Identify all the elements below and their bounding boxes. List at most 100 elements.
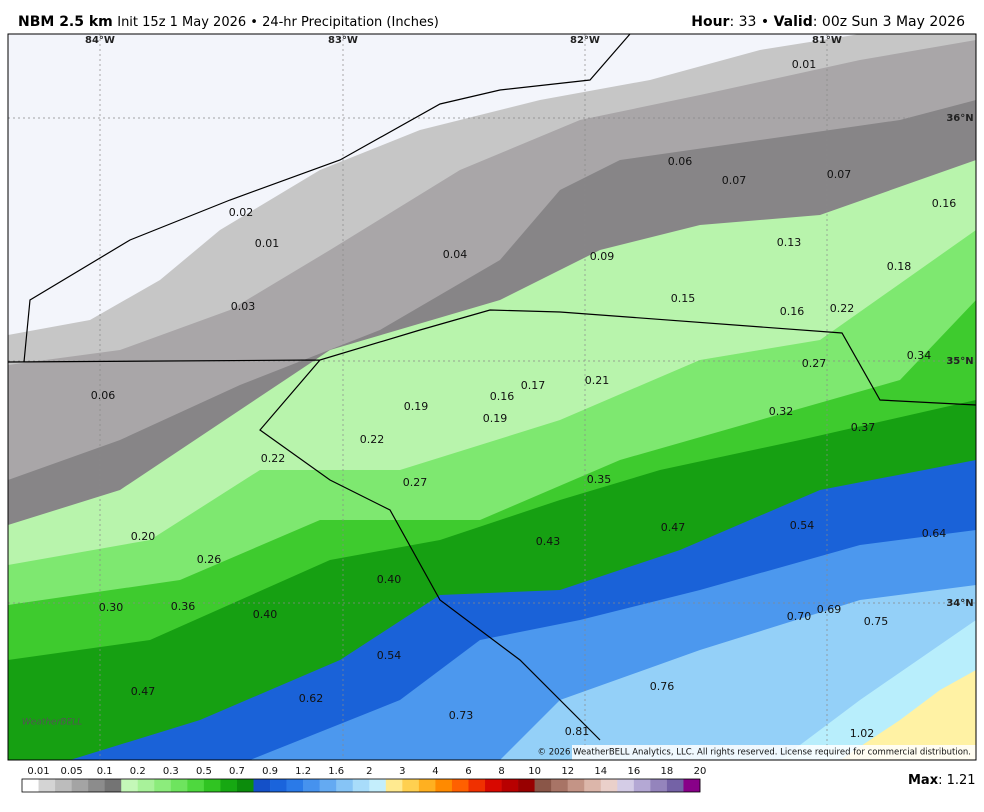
legend-label: 3 bbox=[399, 766, 405, 777]
value-label: 0.70 bbox=[787, 610, 812, 623]
legend-swatch bbox=[303, 779, 320, 792]
legend-label: 8 bbox=[498, 766, 504, 777]
legend-swatch bbox=[154, 779, 172, 792]
value-label: 0.35 bbox=[587, 473, 612, 486]
legend-label: 0.05 bbox=[60, 766, 82, 777]
legend-label: 14 bbox=[594, 766, 607, 777]
value-label: 0.40 bbox=[253, 608, 278, 621]
max: Max: 1.21 bbox=[908, 773, 976, 788]
legend-swatch bbox=[534, 779, 552, 792]
legend-swatch bbox=[170, 779, 188, 792]
legend-label: 1.2 bbox=[295, 766, 311, 777]
copyright-bg bbox=[572, 745, 976, 760]
legend-swatch bbox=[501, 779, 519, 792]
map: 84°W 83°W 82°W 81°W 36°N 35°N 34°N 0.01 0.06 0.07… bbox=[8, 34, 976, 760]
value-label: 0.07 bbox=[827, 168, 852, 181]
value-label: 0.40 bbox=[377, 573, 402, 586]
value-label: 0.09 bbox=[590, 250, 615, 263]
value-label: 0.27 bbox=[403, 476, 428, 489]
legend-swatch bbox=[617, 779, 635, 792]
value-label: 0.02 bbox=[229, 206, 254, 219]
value-label: 0.06 bbox=[91, 389, 116, 402]
legend-label: 1.6 bbox=[328, 766, 344, 777]
value-label: 0.06 bbox=[668, 155, 693, 168]
value-label: 0.75 bbox=[864, 615, 889, 628]
legend-label: 10 bbox=[528, 766, 541, 777]
value-label: 0.03 bbox=[231, 300, 256, 313]
longitude-label: 82°W bbox=[570, 35, 600, 46]
legend-swatch bbox=[319, 779, 337, 792]
legend-label: 0.01 bbox=[27, 766, 49, 777]
legend-swatch bbox=[336, 779, 354, 792]
value-label: 0.16 bbox=[490, 390, 515, 403]
max-value: : 1.21 bbox=[938, 773, 975, 788]
legend: 0.01 0.05 0.1 0.2 0.3 0.5 0.7 0.9 1.2 1.6 2 3 4 6 8 10 1… bbox=[21, 766, 706, 793]
legend-swatch bbox=[88, 779, 105, 792]
legend-frame bbox=[21, 778, 701, 793]
copyright: © 2026 WeatherBELL Analytics, LLC. All r… bbox=[538, 748, 971, 758]
max-label: Max bbox=[908, 773, 939, 788]
legend-swatch bbox=[402, 779, 420, 792]
legend-swatch bbox=[236, 779, 254, 792]
value-label: 0.36 bbox=[171, 600, 196, 613]
value-label: 0.04 bbox=[443, 248, 468, 261]
legend-swatch bbox=[468, 779, 486, 792]
header-left: NBM 2.5 km Init 15z 1 May 2026 • 24-hr P… bbox=[18, 14, 439, 30]
value-label: 0.22 bbox=[830, 302, 855, 315]
longitude-label: 84°W bbox=[85, 35, 115, 46]
value-label: 0.54 bbox=[790, 519, 815, 532]
legend-label: 0.7 bbox=[229, 766, 245, 777]
longitude-label: 81°W bbox=[812, 35, 842, 46]
value-label: 0.21 bbox=[585, 374, 610, 387]
valid: : 00z Sun 3 May 2026 bbox=[813, 14, 965, 30]
legend-swatch bbox=[418, 779, 436, 792]
value-label: 0.76 bbox=[650, 680, 675, 693]
latitude-label: 34°N bbox=[946, 598, 973, 609]
legend-label: 12 bbox=[561, 766, 574, 777]
legend-swatch bbox=[551, 779, 569, 792]
map-frame bbox=[7, 33, 977, 761]
legend-swatch bbox=[518, 779, 535, 792]
logo: WeatherBELL bbox=[22, 718, 82, 728]
legend-swatch bbox=[650, 779, 668, 792]
value-label: 0.07 bbox=[722, 174, 747, 187]
value-label: 0.34 bbox=[907, 349, 932, 362]
legend-swatch bbox=[385, 779, 403, 792]
legend-swatch bbox=[451, 779, 469, 792]
legend-swatch bbox=[352, 779, 370, 792]
value-label: 0.47 bbox=[661, 521, 686, 534]
legend-label: 16 bbox=[627, 766, 640, 777]
info: Init 15z 1 May 2026 • 24-hr Precipitatio… bbox=[117, 15, 439, 30]
legend-swatch bbox=[435, 779, 453, 792]
value-label: 0.17 bbox=[521, 379, 546, 392]
legend-swatch bbox=[633, 779, 651, 792]
legend-swatch bbox=[567, 779, 585, 792]
legend-swatch bbox=[666, 779, 684, 792]
value-label: 0.16 bbox=[932, 197, 957, 210]
value-label: 0.54 bbox=[377, 649, 402, 662]
value-label: 0.15 bbox=[671, 292, 696, 305]
value-label: 0.69 bbox=[817, 603, 842, 616]
legend-swatch bbox=[683, 779, 701, 792]
value-label: 0.22 bbox=[261, 452, 286, 465]
value-label: 0.13 bbox=[777, 236, 802, 249]
legend-swatch bbox=[220, 779, 238, 792]
legend-swatch bbox=[286, 779, 304, 792]
latitude-label: 36°N bbox=[946, 113, 973, 124]
latitude-label: 35°N bbox=[946, 356, 973, 367]
value-label: 0.47 bbox=[131, 685, 156, 698]
longitude-label: 83°W bbox=[328, 35, 358, 46]
legend-swatch bbox=[584, 779, 602, 792]
value-label: 0.18 bbox=[887, 260, 912, 273]
legend-swatch bbox=[369, 779, 387, 792]
legend-swatch bbox=[270, 779, 287, 792]
model: NBM 2.5 km bbox=[18, 14, 113, 30]
legend-swatch bbox=[22, 779, 39, 792]
valid-label: Valid bbox=[774, 14, 813, 30]
legend-swatch bbox=[253, 779, 271, 792]
value-label: 0.37 bbox=[851, 421, 876, 434]
legend-swatch bbox=[485, 779, 502, 792]
value-label: 0.30 bbox=[99, 601, 124, 614]
legend-label: 0.9 bbox=[262, 766, 278, 777]
